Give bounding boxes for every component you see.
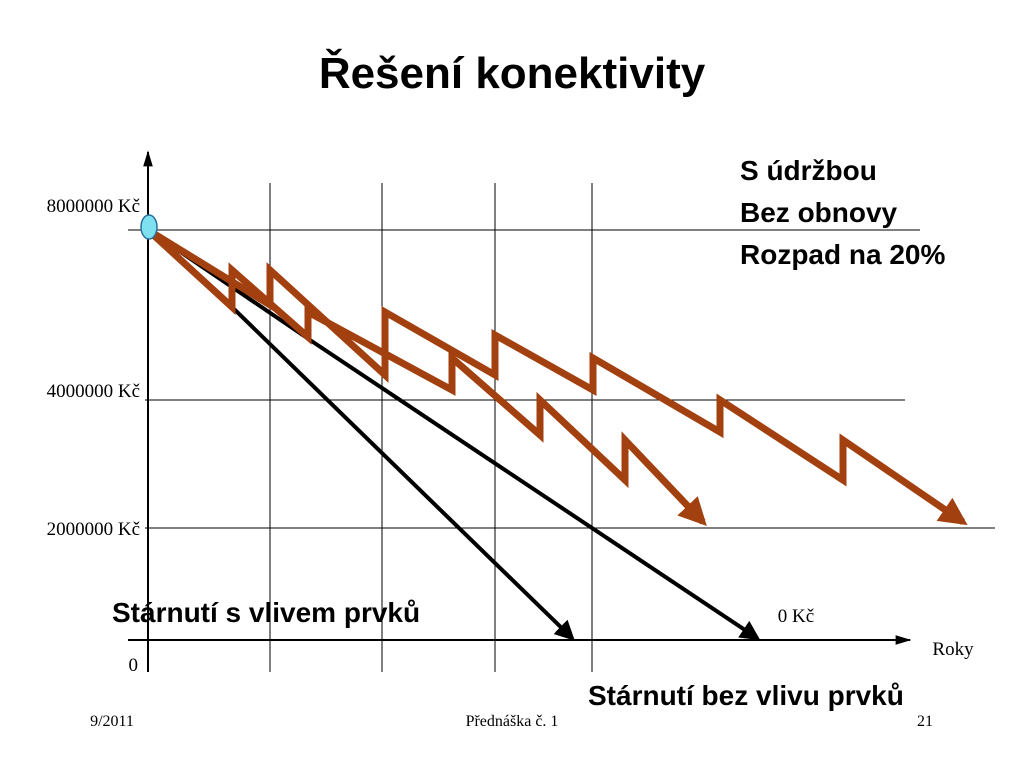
zero-label: 0 Kč (778, 606, 814, 627)
y-label: 8000000 Kč (47, 196, 140, 217)
x-axis-label: Roky (932, 639, 974, 660)
legend-text: Bez obnovy (740, 197, 898, 228)
grid (128, 183, 995, 672)
annotation: Stárnutí bez vlivu prvků (588, 680, 904, 711)
legend-text: S údržbou (740, 155, 877, 186)
y-label: 2000000 Kč (47, 519, 140, 540)
aging-line (146, 228, 761, 641)
y-label: 4000000 Kč (47, 381, 140, 402)
footer-right: 21 (917, 713, 933, 730)
footer-center: Přednáška č. 1 (466, 713, 559, 730)
start-point (140, 214, 158, 240)
footer-left: 9/2011 (90, 713, 134, 730)
annotation: Stárnutí s vlivem prvků (112, 597, 420, 628)
y-label: 0 (129, 655, 139, 676)
maintenance-line (145, 227, 707, 527)
legend-text: Rozpad na 20% (740, 239, 945, 270)
title: Řešení konektivity (319, 48, 706, 98)
maintenance-line (146, 227, 968, 526)
